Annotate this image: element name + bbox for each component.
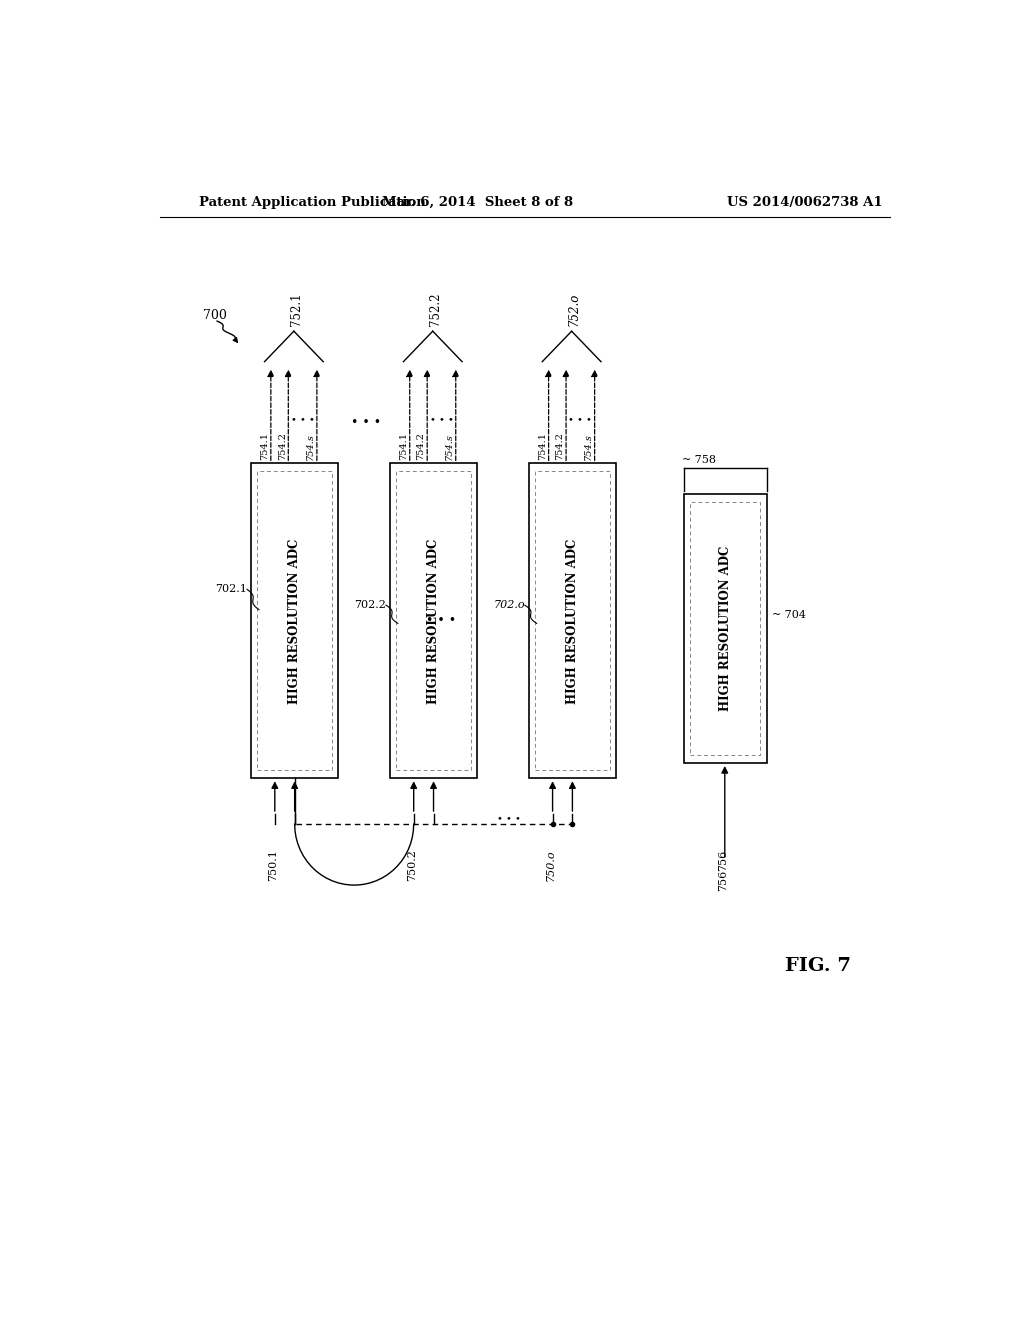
Text: ~ 758: ~ 758 — [682, 455, 716, 466]
Bar — [536, 471, 609, 771]
Text: 754.s: 754.s — [584, 433, 593, 461]
Text: ~ 704: ~ 704 — [772, 610, 807, 620]
Text: 754.2: 754.2 — [555, 432, 564, 461]
Text: 754.1: 754.1 — [260, 432, 269, 461]
Text: 754.s: 754.s — [445, 433, 455, 461]
Text: 754.1: 754.1 — [538, 432, 547, 461]
Text: 754.2: 754.2 — [278, 432, 287, 461]
Text: HIGH RESOLUTION ADC: HIGH RESOLUTION ADC — [566, 539, 579, 704]
Text: HIGH RESOLUTION ADC: HIGH RESOLUTION ADC — [288, 539, 301, 704]
Text: FIG. 7: FIG. 7 — [785, 957, 851, 975]
Bar — [396, 471, 471, 771]
Bar — [251, 463, 338, 779]
Bar — [690, 502, 761, 755]
Text: 754.1: 754.1 — [399, 432, 409, 461]
Text: HIGH RESOLUTION ADC: HIGH RESOLUTION ADC — [719, 545, 732, 711]
Text: Mar. 6, 2014  Sheet 8 of 8: Mar. 6, 2014 Sheet 8 of 8 — [382, 195, 572, 209]
Text: • • •: • • • — [429, 416, 454, 425]
Text: 754.s: 754.s — [306, 433, 315, 461]
Text: 702.o: 702.o — [494, 601, 524, 610]
Text: • • •: • • • — [351, 416, 381, 429]
Text: 752.o: 752.o — [567, 293, 581, 326]
Text: 700: 700 — [204, 309, 227, 322]
Bar — [390, 463, 477, 779]
Text: 750.2: 750.2 — [408, 850, 417, 882]
Text: 750.o: 750.o — [546, 850, 556, 882]
Text: US 2014/0062738 A1: US 2014/0062738 A1 — [727, 195, 883, 209]
Text: 756: 756 — [718, 850, 728, 871]
Text: • • •: • • • — [291, 416, 314, 425]
Bar — [528, 463, 616, 779]
Bar — [684, 494, 767, 763]
Text: 702.1: 702.1 — [215, 585, 247, 594]
Text: • • •: • • • — [426, 614, 457, 627]
Text: 752.1: 752.1 — [290, 293, 303, 326]
Text: Patent Application Publication: Patent Application Publication — [200, 195, 426, 209]
Text: • • •: • • • — [568, 416, 592, 425]
Text: 756: 756 — [718, 870, 728, 891]
Text: • • •: • • • — [497, 814, 521, 824]
Text: 750.1: 750.1 — [268, 850, 279, 882]
Text: 702.2: 702.2 — [354, 601, 386, 610]
Text: 754.2: 754.2 — [417, 432, 426, 461]
Text: 752.2: 752.2 — [429, 293, 441, 326]
Bar — [257, 471, 332, 771]
Text: HIGH RESOLUTION ADC: HIGH RESOLUTION ADC — [427, 539, 440, 704]
